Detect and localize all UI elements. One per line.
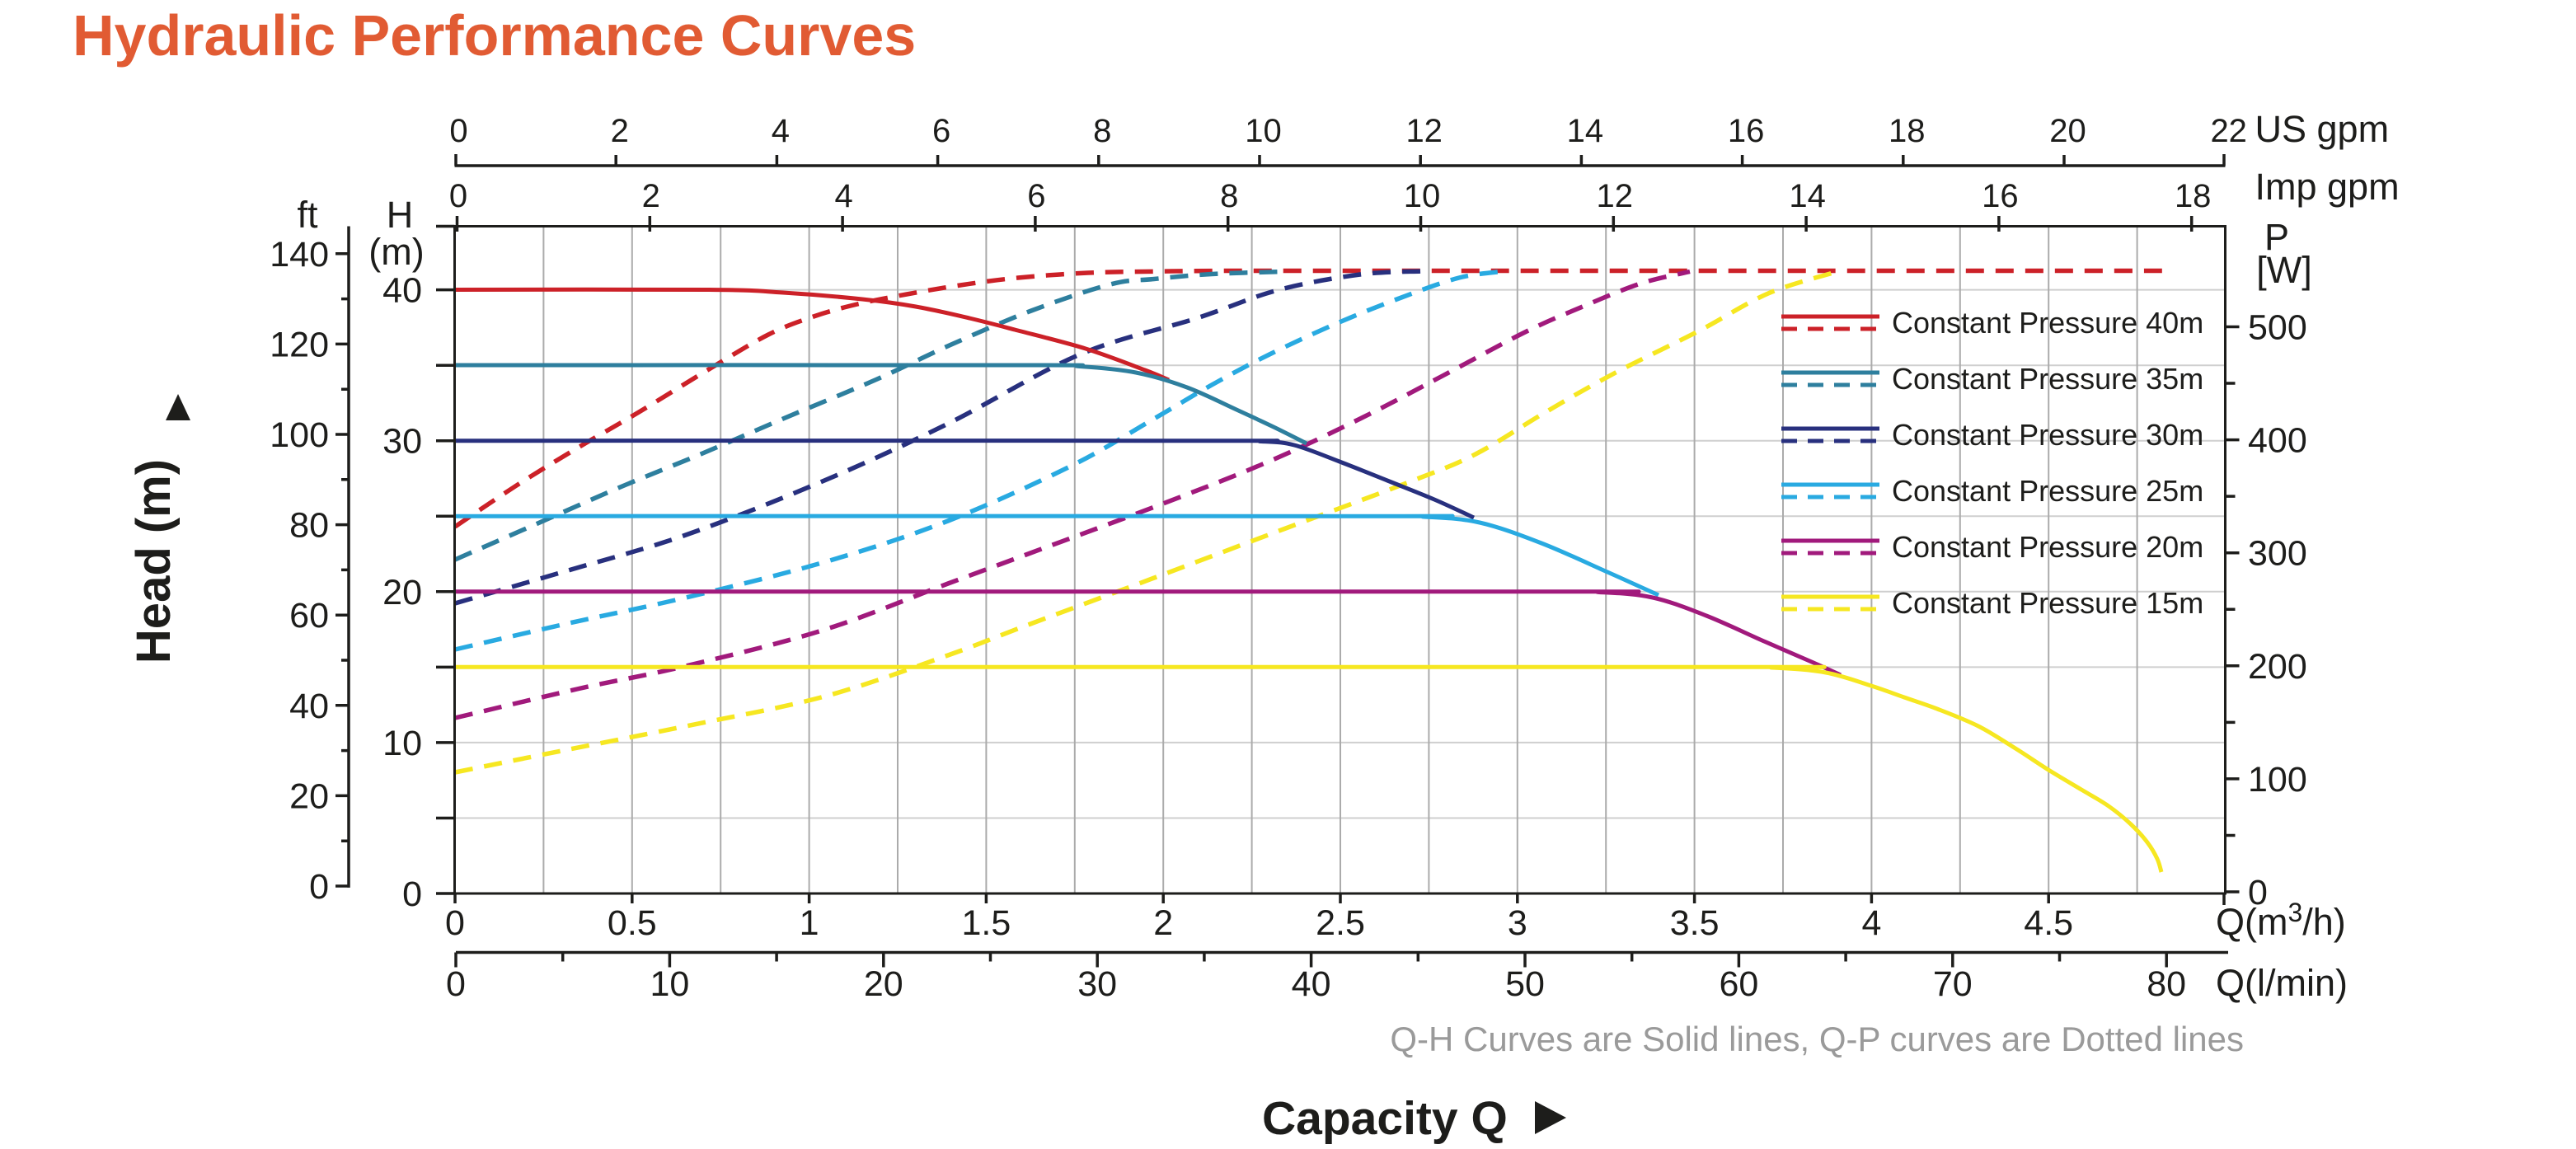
svg-text:20: 20 [289,776,329,816]
svg-text:0: 0 [445,903,465,943]
svg-text:20: 20 [382,573,422,612]
svg-text:0.5: 0.5 [608,903,657,943]
svg-text:18: 18 [1889,113,1926,149]
svg-text:60: 60 [289,596,329,635]
svg-text:10: 10 [382,724,422,763]
svg-text:Constant Pressure 20m: Constant Pressure 20m [1892,530,2203,564]
svg-text:2: 2 [642,178,660,214]
svg-text:30: 30 [382,422,422,462]
svg-text:4: 4 [1861,903,1881,943]
svg-text:P: P [2264,216,2289,258]
svg-text:300: 300 [2248,534,2307,574]
svg-text:Constant Pressure 35m: Constant Pressure 35m [1892,362,2203,396]
svg-text:8: 8 [1093,113,1111,149]
svg-text:40: 40 [1292,964,1331,1004]
svg-text:0: 0 [449,113,467,149]
svg-text:14: 14 [1789,178,1826,214]
svg-text:1.5: 1.5 [962,903,1011,943]
svg-text:0: 0 [449,178,467,214]
svg-text:H: H [387,194,414,236]
svg-text:4.5: 4.5 [2024,903,2073,943]
svg-text:Imp gpm: Imp gpm [2255,166,2400,208]
svg-text:8: 8 [1220,178,1238,214]
svg-text:0: 0 [402,875,422,914]
svg-text:16: 16 [1982,178,2019,214]
svg-text:40: 40 [289,687,329,726]
svg-text:10: 10 [1245,113,1282,149]
svg-text:30: 30 [1077,964,1117,1004]
svg-text:12: 12 [1405,113,1443,149]
svg-text:(m): (m) [368,231,424,273]
svg-text:10: 10 [650,964,689,1004]
svg-text:3.5: 3.5 [1670,903,1720,943]
svg-text:100: 100 [270,415,329,455]
svg-text:50: 50 [1505,964,1545,1004]
svg-text:40: 40 [382,271,422,311]
svg-text:10: 10 [1404,178,1441,214]
svg-text:Q(l/min): Q(l/min) [2216,962,2348,1004]
svg-text:US gpm: US gpm [2255,108,2390,150]
svg-text:120: 120 [270,325,329,364]
svg-text:22: 22 [2210,113,2247,149]
svg-text:4: 4 [772,113,790,149]
svg-text:Hydraulic Performance Curves: Hydraulic Performance Curves [73,3,916,68]
svg-text:6: 6 [1027,178,1045,214]
svg-text:0: 0 [309,867,329,907]
svg-text:Constant Pressure 15m: Constant Pressure 15m [1892,586,2203,620]
svg-text:400: 400 [2248,421,2307,461]
svg-text:2: 2 [1153,903,1173,943]
svg-text:60: 60 [1719,964,1758,1004]
svg-text:16: 16 [1728,113,1765,149]
svg-text:1: 1 [800,903,819,943]
svg-text:0: 0 [446,964,466,1004]
svg-text:Q-H Curves are Solid lines, Q-: Q-H Curves are Solid lines, Q-P curves a… [1390,1020,2244,1058]
svg-text:12: 12 [1597,178,1634,214]
svg-text:Constant Pressure 25m: Constant Pressure 25m [1892,474,2203,508]
svg-text:14: 14 [1567,113,1604,149]
svg-text:Q(m3/h): Q(m3/h) [2216,898,2346,943]
svg-text:Head (m): Head (m) [127,459,181,664]
svg-text:500: 500 [2248,308,2307,348]
svg-text:100: 100 [2248,760,2307,800]
svg-text:Capacity Q: Capacity Q [1262,1092,1508,1145]
svg-text:70: 70 [1933,964,1973,1004]
svg-text:Constant Pressure 30m: Constant Pressure 30m [1892,418,2203,452]
svg-text:2.5: 2.5 [1316,903,1365,943]
svg-text:ft: ft [297,194,318,236]
svg-text:80: 80 [289,506,329,546]
svg-text:2: 2 [611,113,629,149]
svg-text:18: 18 [2175,178,2212,214]
svg-text:200: 200 [2248,647,2307,687]
svg-text:0: 0 [2248,873,2268,912]
svg-text:140: 140 [270,235,329,274]
svg-text:6: 6 [932,113,950,149]
svg-text:3: 3 [1508,903,1527,943]
svg-text:20: 20 [2049,113,2086,149]
svg-text:4: 4 [834,178,852,214]
svg-text:Constant Pressure 40m: Constant Pressure 40m [1892,306,2203,340]
svg-text:[W]: [W] [2256,249,2311,291]
svg-text:80: 80 [2147,964,2186,1004]
svg-text:20: 20 [864,964,903,1004]
